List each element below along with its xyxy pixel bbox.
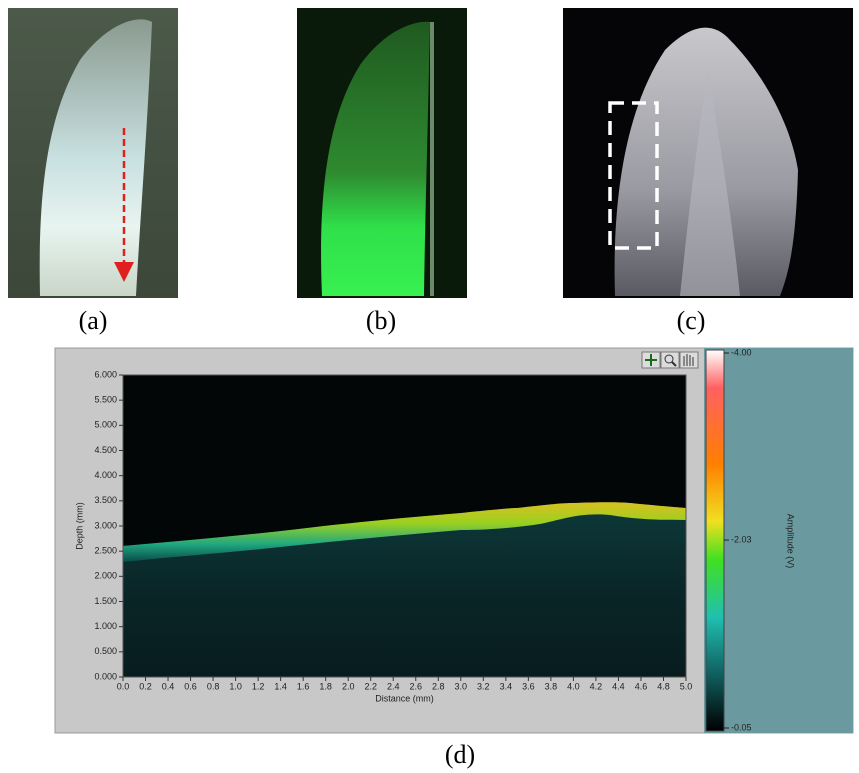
graph-tools[interactable]: [641, 351, 699, 369]
y-tick-label: 4.000: [94, 470, 117, 480]
x-tick-label: 2.0: [342, 681, 355, 691]
x-tick-label: 3.8: [545, 681, 558, 691]
x-tick-label: 2.6: [410, 681, 423, 691]
colorbar-title: Amplitude (V): [786, 514, 796, 569]
x-tick-label: 2.2: [364, 681, 377, 691]
y-tick-label: 1.000: [94, 621, 117, 631]
colorbar: [705, 349, 725, 732]
y-tick-label: 2.000: [94, 571, 117, 581]
x-tick-label: 3.0: [455, 681, 468, 691]
x-tick-label: 1.8: [319, 681, 332, 691]
y-tick-label: 5.000: [94, 420, 117, 430]
x-tick-label: 3.2: [477, 681, 490, 691]
x-tick-label: 1.2: [252, 681, 265, 691]
colorbar-tick-label: -0.05: [731, 722, 752, 732]
y-axis-title: Depth (mm): [74, 502, 84, 550]
panel-label: (b): [366, 306, 396, 335]
photo-c: [563, 8, 853, 298]
y-tick-label: 1.500: [94, 596, 117, 606]
x-tick-label: 0.8: [207, 681, 220, 691]
x-tick-label: 3.6: [522, 681, 535, 691]
x-tick-label: 4.4: [612, 681, 625, 691]
y-tick-label: 0.500: [94, 646, 117, 656]
x-tick-label: 0.6: [184, 681, 197, 691]
colorbar-tick-label: -2.03: [731, 534, 752, 544]
x-tick-label: 1.6: [297, 681, 310, 691]
y-tick-label: 2.500: [94, 546, 117, 556]
x-tick-label: 3.4: [500, 681, 513, 691]
y-tick-label: 3.000: [94, 520, 117, 530]
panel-label: (a): [79, 306, 108, 335]
x-tick-label: 0.0: [117, 681, 130, 691]
photo-b: [297, 8, 467, 298]
x-tick-label: 4.0: [567, 681, 580, 691]
panel-label: (c): [677, 306, 706, 335]
x-tick-label: 4.6: [635, 681, 648, 691]
x-tick-label: 2.8: [432, 681, 445, 691]
oct-image: [123, 375, 686, 677]
x-tick-label: 0.2: [139, 681, 152, 691]
x-tick-label: 0.4: [162, 681, 175, 691]
photo-a: [8, 8, 178, 298]
y-tick-label: 5.500: [94, 395, 117, 405]
colorbar-tick-label: -4.00: [731, 347, 752, 357]
y-tick-label: 0.000: [94, 671, 117, 681]
y-tick-label: 6.000: [94, 369, 117, 379]
x-tick-label: 4.2: [590, 681, 603, 691]
x-tick-label: 1.0: [229, 681, 242, 691]
x-tick-label: 1.4: [274, 681, 287, 691]
x-axis-title: Distance (mm): [375, 693, 434, 703]
y-tick-label: 3.500: [94, 495, 117, 505]
y-tick-label: 4.500: [94, 445, 117, 455]
x-tick-label: 5.0: [680, 681, 693, 691]
x-tick-label: 4.8: [657, 681, 670, 691]
x-tick-label: 2.4: [387, 681, 400, 691]
panel-label: (d): [445, 740, 475, 769]
